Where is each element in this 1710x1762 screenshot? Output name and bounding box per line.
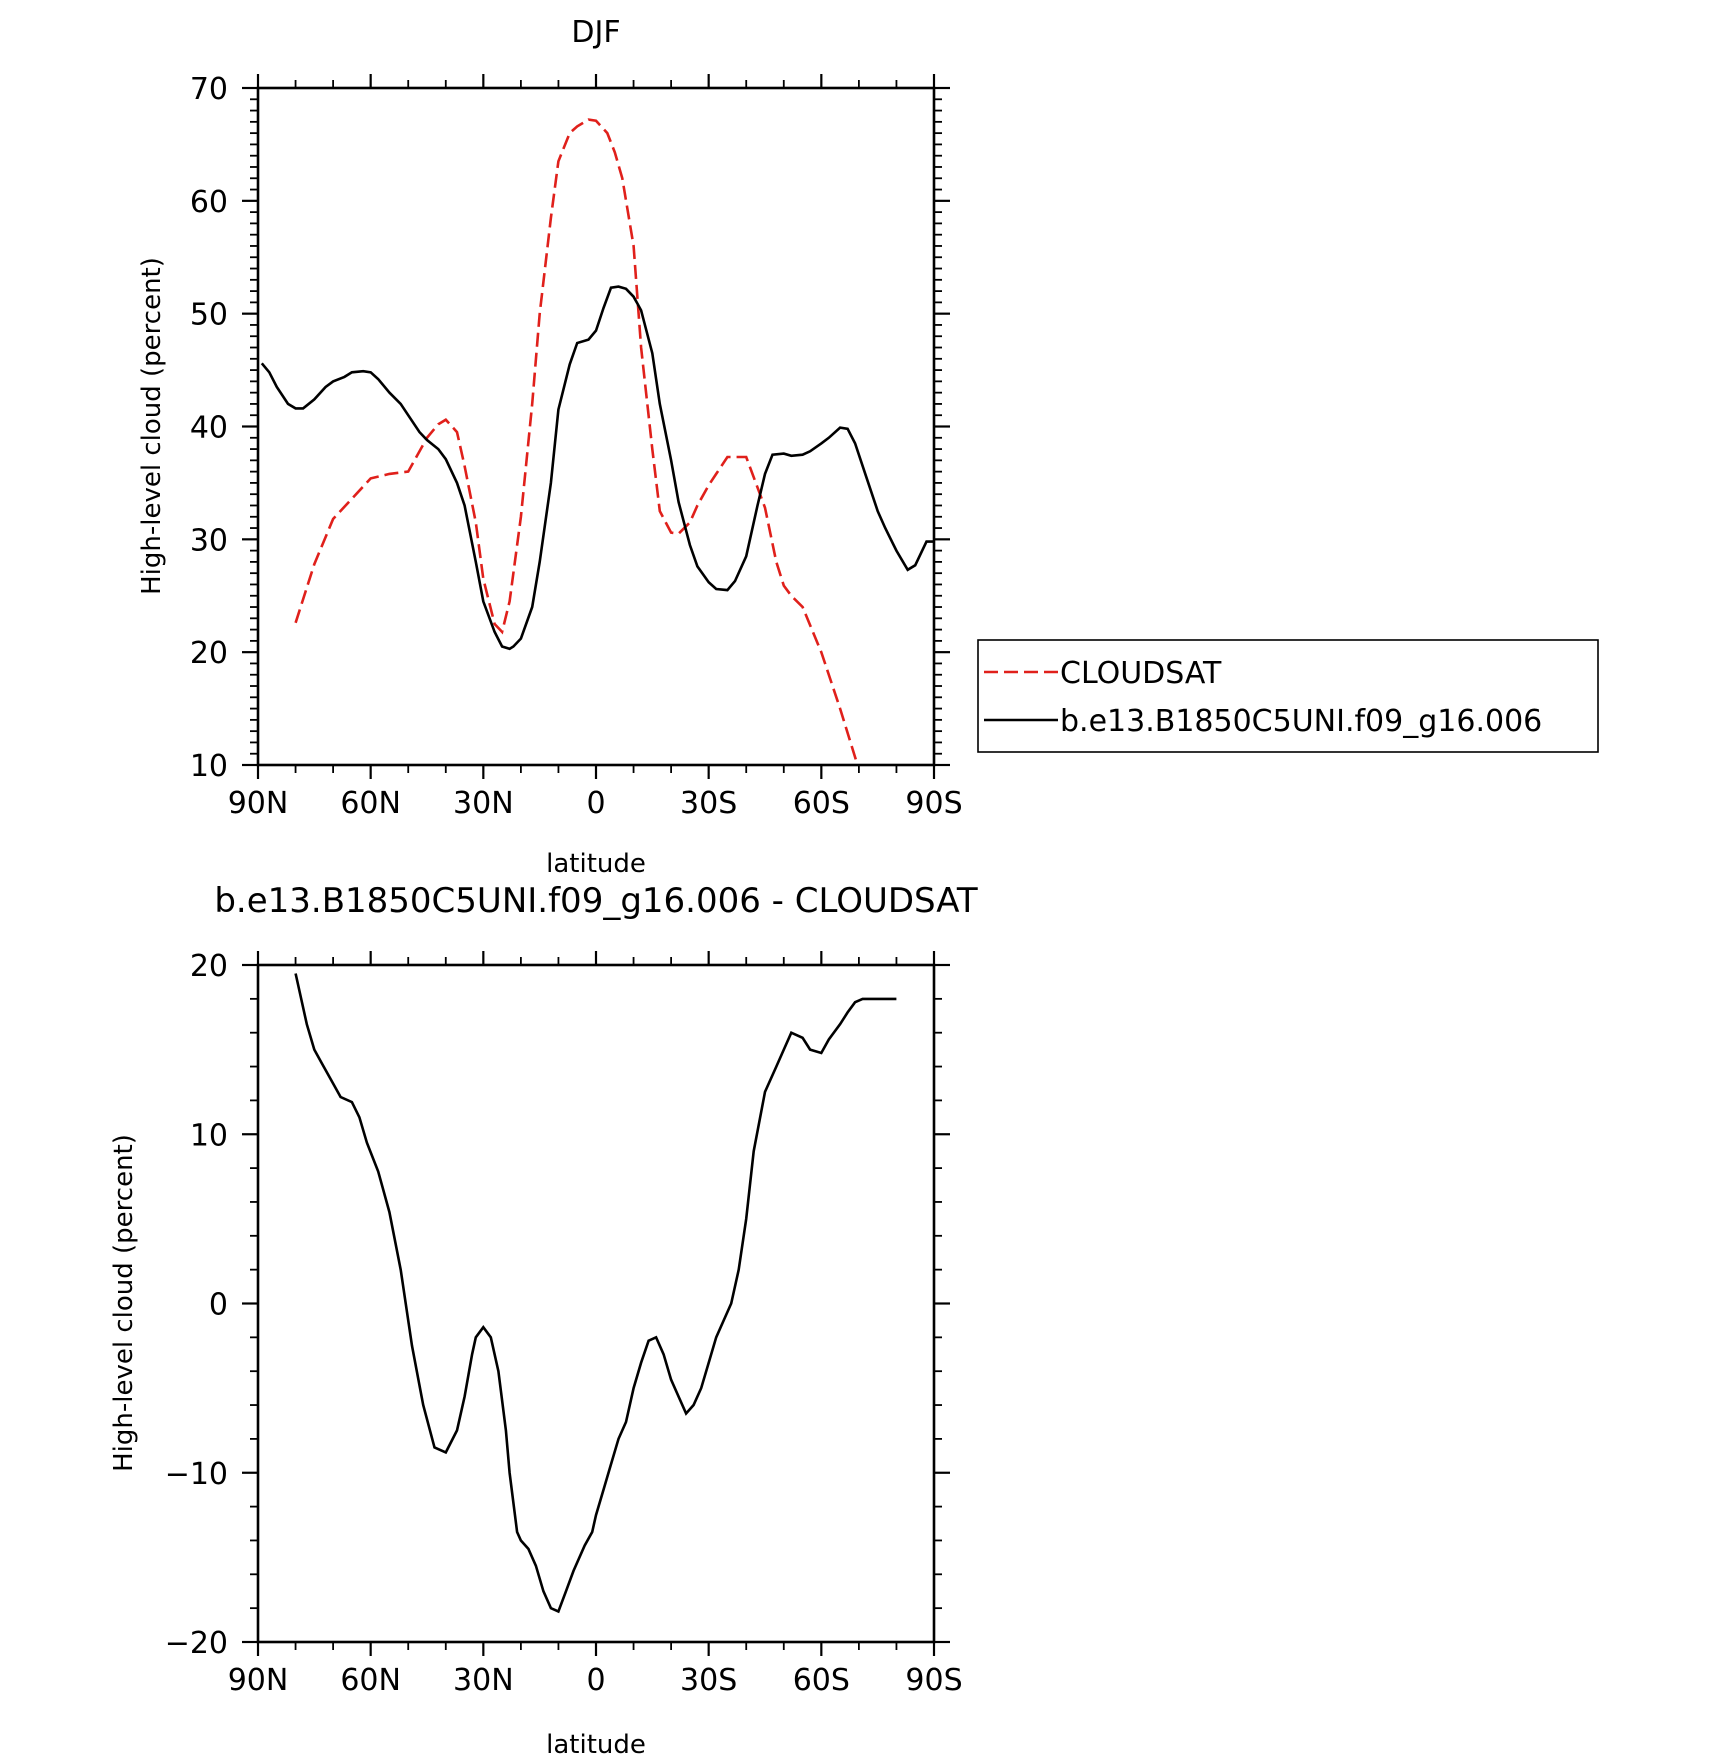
- major-ticks: [242, 74, 950, 779]
- x-tick-label: 0: [586, 1663, 605, 1698]
- y-tick-label: −20: [165, 1626, 228, 1661]
- x-tick-labels: 90N 60N 30N 0 30S 60S 90S: [228, 786, 963, 821]
- y-tick-labels: 10 20 30 40 50 60 70: [190, 72, 228, 784]
- bottom-panel: b.e13.B1850C5UNI.f09_g16.006 - CLOUDSAT …: [109, 881, 978, 1760]
- y-tick-label: 50: [190, 298, 228, 333]
- series-difference-line: [294, 973, 897, 1614]
- y-tick-label: 60: [190, 185, 228, 220]
- chart-title-difference: b.e13.B1850C5UNI.f09_g16.006 - CLOUDSAT: [214, 881, 978, 921]
- x-axis-label: latitude: [546, 849, 646, 879]
- y-tick-label: 40: [190, 411, 228, 446]
- x-tick-label: 90N: [228, 786, 289, 821]
- x-tick-label: 90S: [905, 1663, 962, 1698]
- x-tick-label: 30S: [680, 786, 737, 821]
- top-panel: DJF 10 20 30 40 50 60 70 90N 60N 30N 0 30S 60S 90S l…: [137, 15, 963, 879]
- legend-cloudsat-label: CLOUDSAT: [1060, 656, 1222, 691]
- y-tick-label: 0: [209, 1288, 228, 1323]
- x-tick-label: 30N: [453, 786, 514, 821]
- x-tick-label: 30S: [680, 1663, 737, 1698]
- x-tick-labels: 90N 60N 30N 0 30S 60S 90S: [228, 1663, 963, 1698]
- legend: CLOUDSAT b.e13.B1850C5UNI.f09_g16.006: [977, 639, 1599, 753]
- y-tick-labels: −20 −10 0 10 20: [165, 949, 228, 1661]
- legend-box: [977, 639, 1599, 753]
- legend-model-label: b.e13.B1850C5UNI.f09_g16.006: [1060, 704, 1542, 739]
- y-axis-label: High-level cloud (percent): [137, 257, 167, 595]
- plot-frame: [256, 86, 936, 767]
- x-axis-label: latitude: [546, 1730, 646, 1760]
- x-tick-label: 0: [586, 786, 605, 821]
- y-tick-label: 10: [190, 1118, 228, 1153]
- x-tick-label: 30N: [453, 1663, 514, 1698]
- series-model-line: [260, 285, 934, 651]
- x-tick-label: 60S: [793, 1663, 850, 1698]
- x-tick-label: 60N: [340, 786, 401, 821]
- minor-ticks: [250, 957, 942, 1650]
- series-cloudsat-line: [294, 118, 859, 765]
- y-tick-label: 20: [190, 949, 228, 984]
- minor-ticks: [250, 80, 942, 773]
- y-tick-label: 70: [190, 72, 228, 107]
- x-tick-label: 60S: [793, 786, 850, 821]
- x-tick-label: 60N: [340, 1663, 401, 1698]
- x-tick-label: 90S: [905, 786, 962, 821]
- y-tick-label: −10: [165, 1457, 228, 1492]
- y-tick-label: 20: [190, 636, 228, 671]
- plot-frame: [256, 963, 936, 1644]
- x-tick-label: 90N: [228, 1663, 289, 1698]
- chart-title: DJF: [571, 15, 620, 50]
- y-tick-label: 10: [190, 749, 228, 784]
- major-ticks: [242, 951, 950, 1656]
- y-axis-label: High-level cloud (percent): [109, 1134, 139, 1472]
- y-tick-label: 30: [190, 523, 228, 558]
